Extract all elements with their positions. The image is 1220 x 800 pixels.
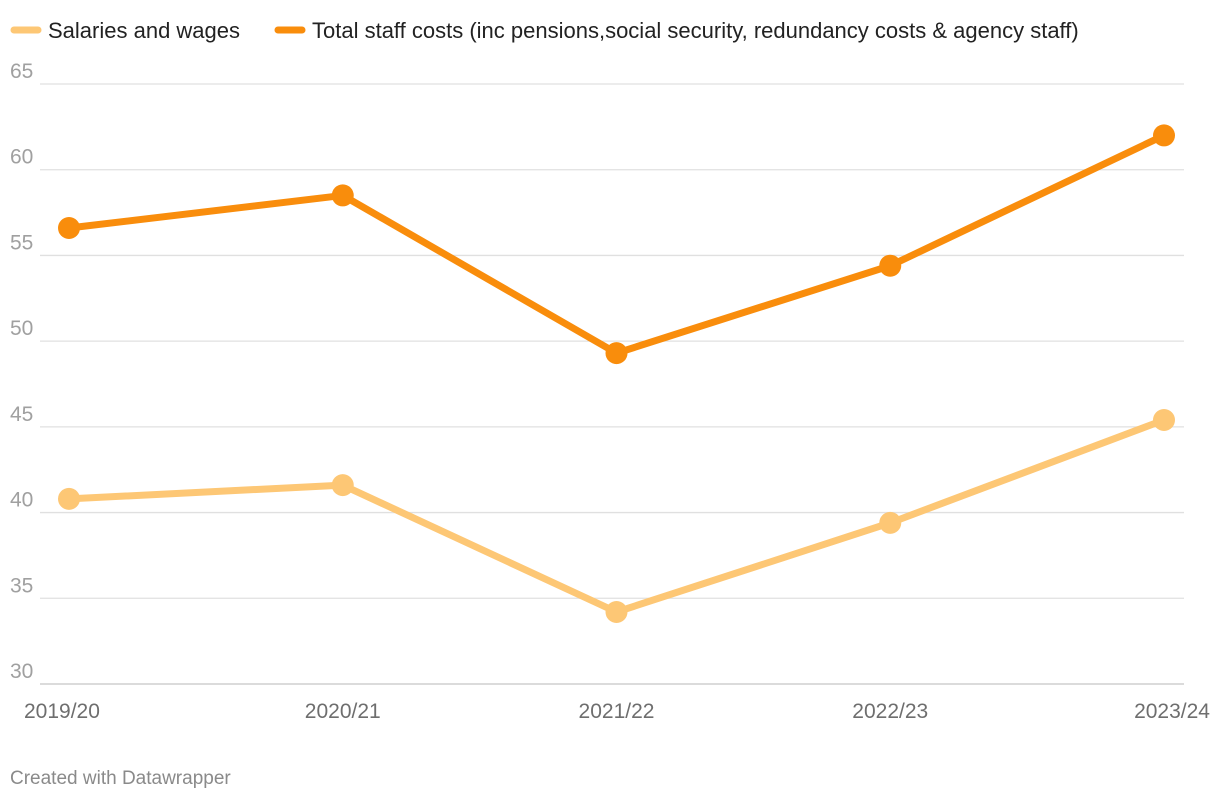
y-tick-label-60: 60 [10, 146, 33, 169]
y-tick-label-35: 35 [10, 574, 33, 597]
y-tick-label-30: 30 [10, 660, 33, 683]
series-line-total-staff-costs [65, 131, 1168, 357]
x-tick-label-2019-20: 2019/20 [24, 700, 100, 723]
data-point-salaries-2023-24[interactable] [1153, 409, 1175, 431]
x-tick-label-2023-24: 2023/24 [1134, 700, 1210, 723]
series-layer [58, 124, 1175, 623]
data-point-total-staff-costs-2021-22[interactable] [605, 342, 628, 365]
series-salaries [58, 409, 1175, 623]
data-point-total-staff-costs-2023-24[interactable] [1153, 124, 1175, 147]
legend-item-salaries[interactable]: Salaries and wages [10, 18, 240, 43]
y-tick-label-40: 40 [10, 489, 33, 512]
data-point-total-staff-costs-2020-21[interactable] [331, 184, 354, 207]
data-point-total-staff-costs-2022-23[interactable] [879, 254, 902, 277]
series-line-salaries [65, 416, 1168, 616]
legend: Salaries and wages Total staff costs (in… [10, 18, 1079, 43]
y-tick-label-65: 65 [10, 60, 33, 83]
x-tick-label-2020-21: 2020/21 [305, 700, 381, 723]
y-tick-label-50: 50 [10, 317, 33, 340]
legend-label-total-staff-costs: Total staff costs (inc pensions,social s… [312, 18, 1079, 43]
y-axis-ticks: 30 35 40 45 50 55 60 65 [10, 60, 33, 683]
x-tick-label-2022-23: 2022/23 [852, 700, 928, 723]
data-point-salaries-2020-21[interactable] [331, 474, 354, 497]
legend-label-salaries: Salaries and wages [48, 18, 240, 43]
series-total-staff-costs [58, 124, 1175, 365]
legend-item-total-staff-costs[interactable]: Total staff costs (inc pensions,social s… [274, 18, 1079, 43]
y-tick-label-45: 45 [10, 403, 33, 426]
credit-text: Created with Datawrapper [10, 768, 231, 789]
y-gridlines [40, 83, 1184, 685]
data-point-salaries-2022-23[interactable] [879, 511, 902, 534]
y-tick-label-55: 55 [10, 231, 33, 254]
x-tick-label-2021-22: 2021/22 [579, 700, 655, 723]
data-point-salaries-2019-20[interactable] [58, 487, 80, 510]
data-point-salaries-2021-22[interactable] [605, 601, 628, 623]
data-point-total-staff-costs-2019-20[interactable] [58, 217, 80, 239]
x-axis-ticks: 2019/20 2020/21 2021/22 2022/23 2023/24 [24, 700, 1210, 723]
